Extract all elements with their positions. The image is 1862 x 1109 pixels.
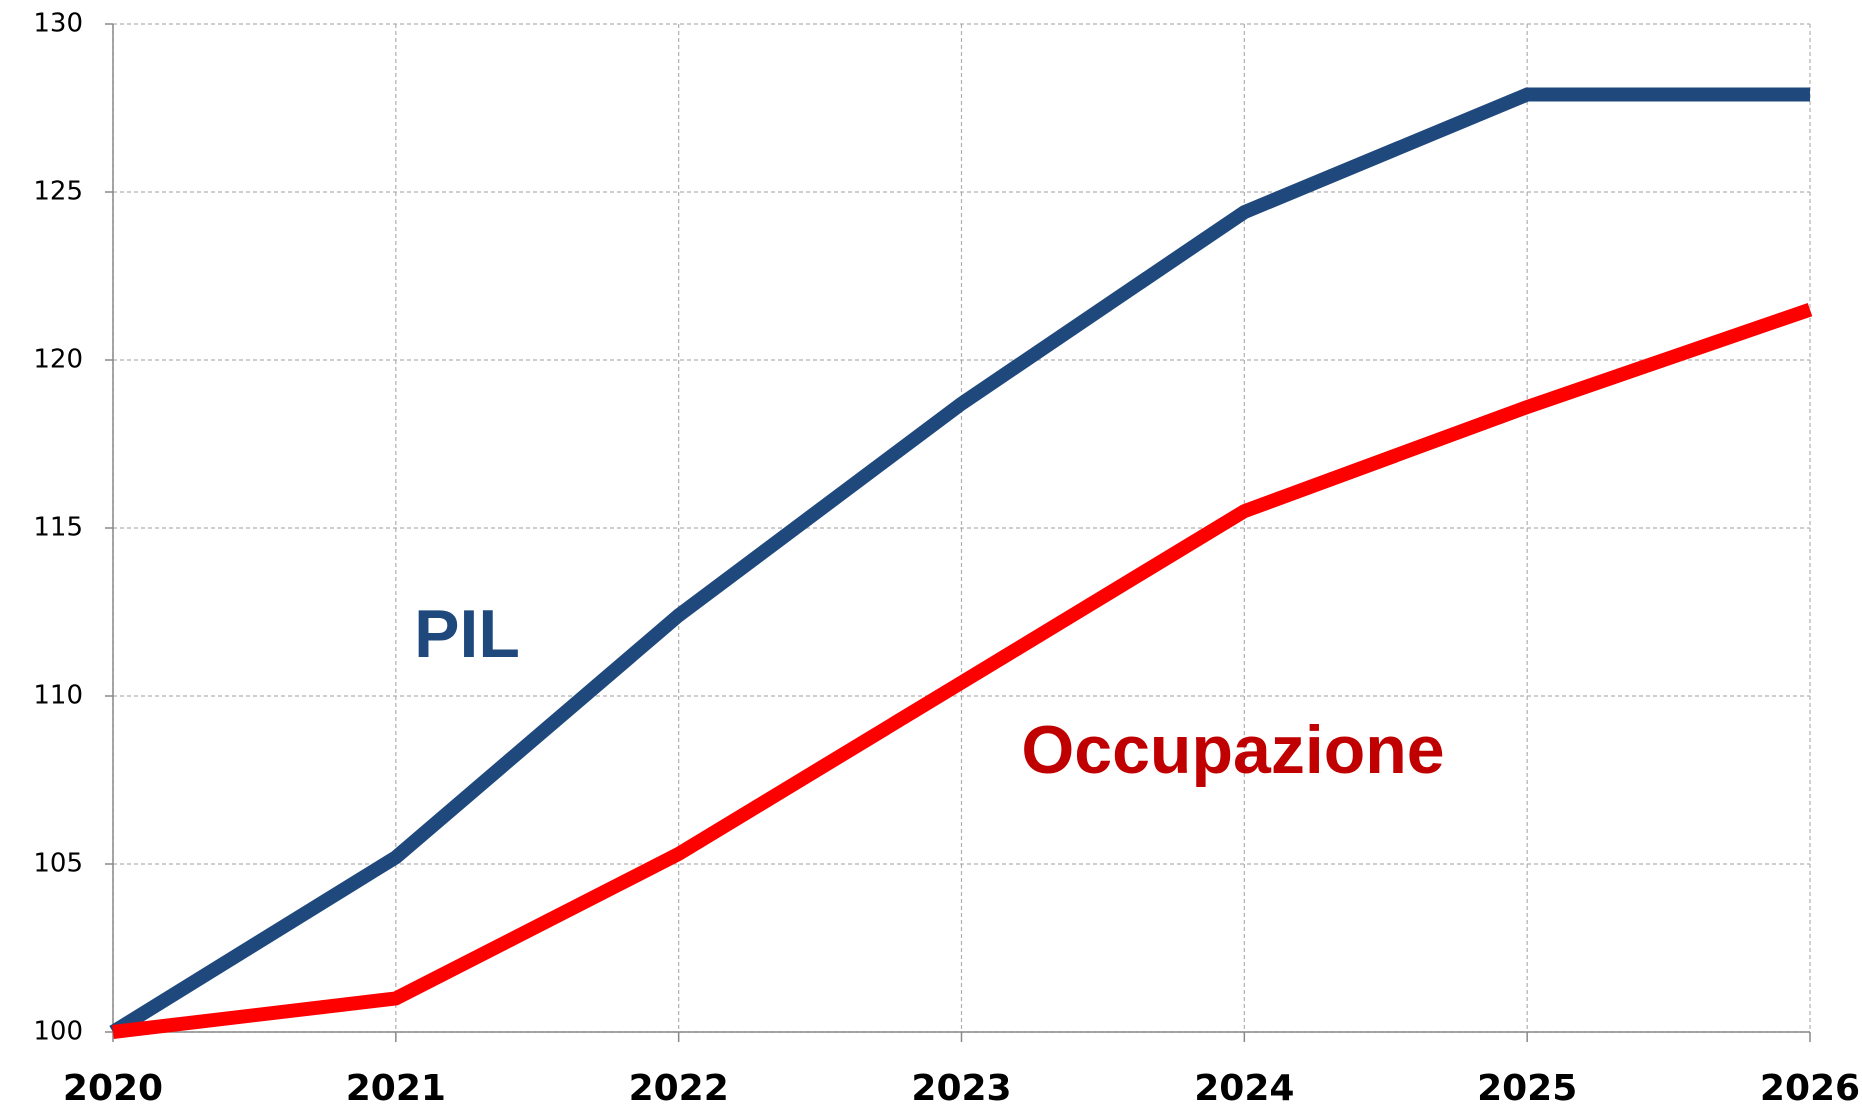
series-label: Occupazione <box>1021 712 1444 788</box>
y-tick-label: 115 <box>33 513 83 543</box>
x-tick-label: 2021 <box>346 1068 446 1109</box>
y-tick-label: 100 <box>33 1017 83 1047</box>
y-tick-label: 110 <box>33 681 83 711</box>
series-label: PIL <box>414 596 520 672</box>
x-tick-label: 2023 <box>911 1068 1011 1109</box>
series-line <box>112 302 1813 1039</box>
series-line <box>109 87 1810 1038</box>
y-tick-label: 130 <box>33 9 83 39</box>
x-tick-label: 2024 <box>1194 1068 1294 1109</box>
y-tick-label: 105 <box>33 849 83 879</box>
x-tick-label: 2025 <box>1477 1068 1577 1109</box>
x-tick-label: 2020 <box>63 1068 163 1109</box>
x-tick-label: 2022 <box>629 1068 729 1109</box>
y-tick-label: 120 <box>33 345 83 375</box>
y-tick-label: 125 <box>33 177 83 207</box>
x-tick-label: 2026 <box>1760 1068 1860 1109</box>
